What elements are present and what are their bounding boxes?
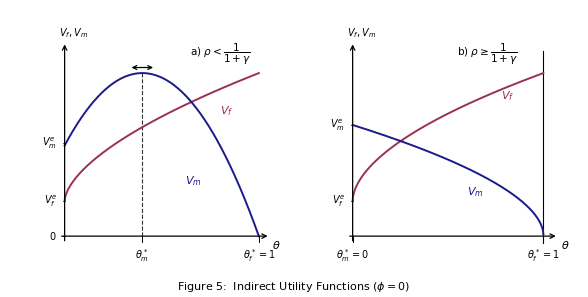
Text: $V_f$: $V_f$ [502,89,514,103]
Text: $\theta_m^* = 0$: $\theta_m^* = 0$ [336,247,369,264]
Text: $V_m$: $V_m$ [467,185,484,199]
Text: $\theta_f^* = 1$: $\theta_f^* = 1$ [527,247,560,264]
Text: $\theta$: $\theta$ [560,239,569,251]
Text: b) $\rho \geq \dfrac{1}{1+\gamma}$: b) $\rho \geq \dfrac{1}{1+\gamma}$ [457,42,518,67]
Text: $\theta$: $\theta$ [272,239,281,251]
Text: $\theta_f^* = 1$: $\theta_f^* = 1$ [243,247,275,264]
Text: a) $\rho < \dfrac{1}{1+\gamma}$: a) $\rho < \dfrac{1}{1+\gamma}$ [190,42,251,67]
Text: Figure 5:  Indirect Utility Functions ($\phi = 0$): Figure 5: Indirect Utility Functions ($\… [178,280,410,294]
Text: $V_f$: $V_f$ [220,104,233,118]
Text: $V_m^e$: $V_m^e$ [42,136,57,151]
Text: $\theta_m^*$: $\theta_m^*$ [135,247,149,264]
Text: $V_f^e$: $V_f^e$ [332,193,345,208]
Text: $V_f^e$: $V_f^e$ [44,193,57,208]
Text: $0$: $0$ [49,230,57,242]
Text: $V_f, V_m$: $V_f, V_m$ [347,26,376,40]
Text: $V_m^e$: $V_m^e$ [330,117,345,133]
Text: $V_m$: $V_m$ [185,174,202,188]
Text: $V_f, V_m$: $V_f, V_m$ [59,26,88,40]
